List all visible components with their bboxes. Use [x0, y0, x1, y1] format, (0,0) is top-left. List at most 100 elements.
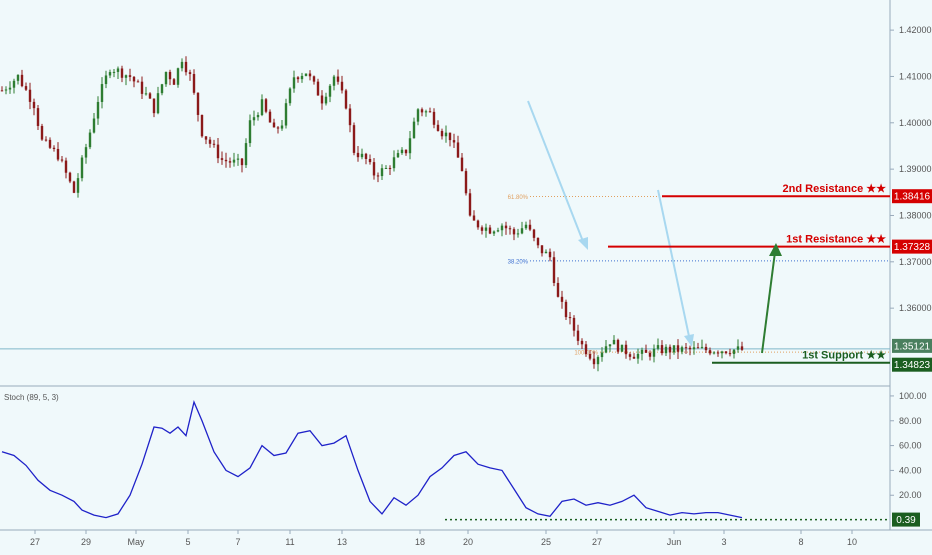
candle-body: [68, 172, 72, 182]
candle-body: [28, 89, 32, 102]
candle-body: [448, 132, 452, 141]
candle-body: [524, 224, 528, 229]
candle-body: [556, 282, 560, 297]
time-axis-ticks: 27 29 May 5 7 11 13 18 20 25 27 Jun 3 8 10: [30, 530, 857, 547]
candle-body: [460, 157, 464, 172]
candle-body: [720, 351, 724, 354]
time-tick-label: 27: [30, 537, 40, 547]
first-resistance-label: 1st Resistance ★★: [786, 234, 886, 246]
candle-body: [444, 132, 448, 137]
blue-arrow-2: [657, 189, 691, 342]
candle-body: [148, 93, 152, 99]
stoch-tick-label: 20.00: [899, 490, 922, 500]
candle-body: [484, 227, 488, 231]
candle-body: [112, 71, 116, 73]
candle-body: [640, 349, 644, 354]
target-arrow: [761, 243, 782, 354]
blue-arrow-1: [527, 100, 585, 245]
candle-body: [304, 73, 308, 76]
time-tick-label: Jun: [667, 537, 682, 547]
candle-body: [408, 138, 412, 154]
candle-body: [604, 346, 608, 353]
candle-body: [520, 228, 524, 234]
current-price-value: 1.35121: [894, 341, 931, 352]
candle-body: [560, 296, 564, 302]
fib-level-label: 61.80%: [508, 195, 529, 201]
candle-body: [272, 122, 276, 128]
candle-body: [312, 76, 316, 82]
candle-body: [436, 124, 440, 131]
candle-body: [412, 121, 416, 139]
candle-body: [316, 81, 320, 96]
candle-body: [476, 220, 480, 228]
candle-body: [416, 109, 420, 122]
candle-body: [528, 224, 532, 230]
candle-body: [52, 147, 56, 149]
time-tick-label: 20: [463, 537, 473, 547]
candle-body: [708, 350, 712, 354]
candle-body: [80, 157, 84, 179]
candle-body: [0, 90, 4, 92]
candle-body: [712, 352, 716, 354]
candle-body: [540, 245, 544, 254]
candle-body: [732, 349, 736, 354]
candle-body: [488, 227, 492, 234]
candle-body: [132, 76, 136, 82]
candle-body: [160, 84, 164, 94]
candle-body: [196, 92, 200, 115]
candle-body: [508, 228, 512, 230]
candle-body: [480, 227, 484, 231]
candle-body: [256, 115, 260, 118]
blue-arrowhead-2: [684, 334, 694, 347]
candle-body: [676, 345, 680, 352]
candle-body: [704, 346, 708, 351]
candle-body: [464, 171, 468, 194]
candle-body: [8, 87, 12, 90]
candle-body: [244, 143, 248, 166]
candle-body: [404, 149, 408, 154]
candle-body: [156, 93, 160, 114]
candle-body: [632, 356, 636, 359]
candle-body: [392, 157, 396, 169]
candle-body: [496, 230, 500, 232]
candle-body: [240, 158, 244, 166]
stochastic-value: 0.39: [896, 515, 916, 526]
candle-body: [504, 225, 508, 229]
candle-body: [352, 125, 356, 153]
candle-body: [176, 68, 180, 85]
time-tick-label: 8: [798, 537, 803, 547]
candle-body: [216, 144, 220, 159]
candle-body: [660, 345, 664, 354]
stoch-tick-label: 80.00: [899, 416, 922, 426]
time-tick-label: 10: [847, 537, 857, 547]
candle-body: [324, 96, 328, 104]
candle-body: [120, 68, 124, 78]
candle-body: [688, 347, 692, 350]
candle-body: [564, 301, 568, 318]
candle-body: [220, 158, 224, 160]
candle-body: [192, 74, 196, 93]
candle-body: [340, 81, 344, 91]
candle-body: [636, 353, 640, 359]
candle-body: [716, 352, 720, 354]
candle-body: [72, 181, 76, 193]
candle-body: [172, 79, 176, 85]
candle-body: [400, 149, 404, 154]
candle-body: [268, 111, 272, 123]
candle-body: [584, 344, 588, 355]
time-tick-label: 5: [185, 537, 190, 547]
candle-body: [96, 101, 100, 119]
candle-body: [56, 148, 60, 160]
indicator-label: Stoch (89, 5, 3): [4, 393, 59, 402]
candle-body: [48, 139, 52, 148]
candle-body: [280, 125, 284, 129]
second-resistance-value: 1.38416: [894, 192, 931, 203]
candle-body: [552, 257, 556, 283]
candle-body: [264, 99, 268, 112]
candle-body: [648, 352, 652, 357]
candle-body: [152, 98, 156, 114]
time-tick-label: 27: [592, 537, 602, 547]
candle-body: [452, 140, 456, 143]
